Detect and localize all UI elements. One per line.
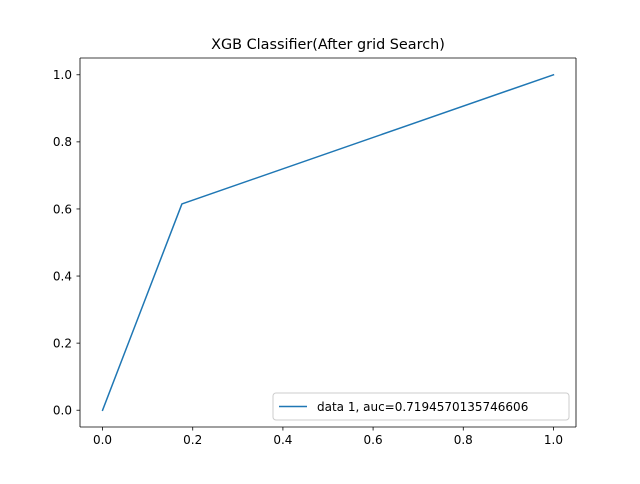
x-tick-label: 0.2 xyxy=(183,433,202,447)
series-layer xyxy=(101,73,555,412)
y-tick-label: 0.0 xyxy=(53,404,72,418)
y-tick-label: 0.2 xyxy=(53,336,72,350)
y-tick-label: 0.4 xyxy=(53,269,72,283)
series-line-1 xyxy=(101,73,555,412)
axes-layer: 0.0 0.2 0.4 0.6 0.8 1.0 0.0 0.2 0.4 0.6 0.8 1.0 xyxy=(53,57,577,447)
legend-label: data 1, auc=0.7194570135746606 xyxy=(317,400,528,414)
y-tick-label: 0.6 xyxy=(53,202,72,216)
x-tick-label: 0.0 xyxy=(93,433,112,447)
y-tick-label: 1.0 xyxy=(53,68,72,82)
x-tick-label: 0.6 xyxy=(364,433,383,447)
plot-area xyxy=(80,58,576,427)
chart-title: XGB Classifier(After grid Search) xyxy=(211,37,445,53)
x-tick-label: 0.8 xyxy=(454,433,473,447)
x-tick-label: 1.0 xyxy=(544,433,563,447)
plot-background xyxy=(80,58,576,427)
x-tick-label: 0.4 xyxy=(273,433,292,447)
legend-box xyxy=(272,392,570,421)
legend: data 1, auc=0.7194570135746606 xyxy=(272,392,570,421)
y-tick-label: 0.8 xyxy=(53,135,72,149)
